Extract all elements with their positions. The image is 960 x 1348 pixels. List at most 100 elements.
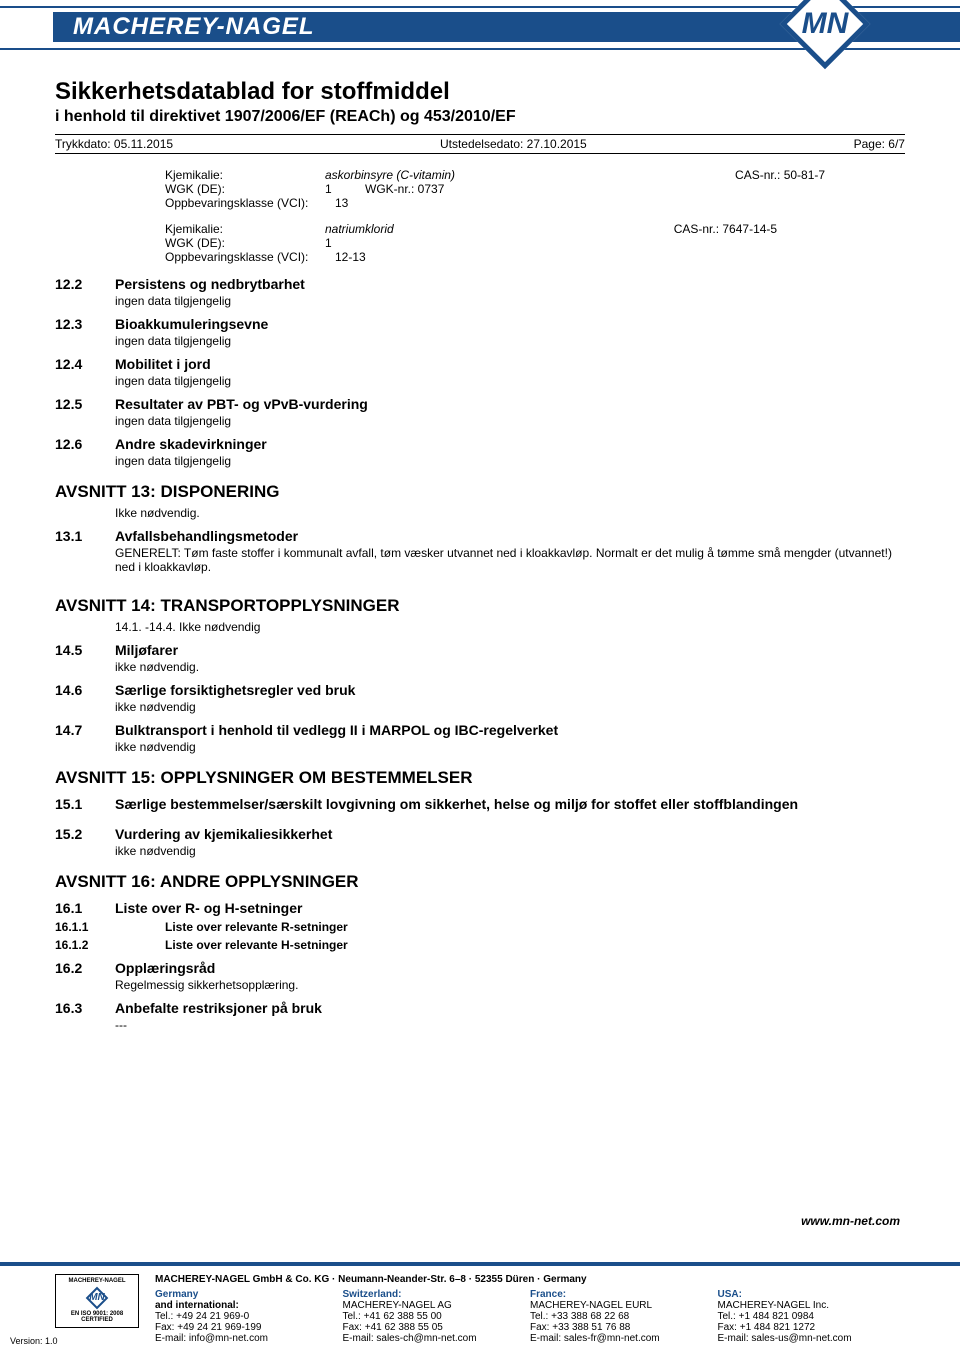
version-label: Version: 1.0 bbox=[10, 1336, 58, 1346]
sec-title: Liste over R- og H-setninger bbox=[115, 900, 302, 916]
cert-mn-text: MN bbox=[82, 1287, 112, 1309]
subsec-title: Liste over relevante H-setninger bbox=[165, 938, 348, 952]
chem2-label: Kjemikalie: bbox=[165, 222, 325, 236]
mn-logo: MN bbox=[780, 0, 870, 54]
cert-iso: EN ISO 9001: 2008 bbox=[58, 1311, 136, 1318]
sec-num: 14.6 bbox=[55, 682, 115, 698]
sec-body: ikke nødvendig bbox=[115, 700, 905, 714]
sec-body: GENERELT: Tøm faste stoffer i kommunalt … bbox=[115, 546, 905, 574]
issue-date: Utstedelsedato: 27.10.2015 bbox=[440, 137, 587, 151]
chem2-vci-label: Oppbevaringsklasse (VCI): bbox=[165, 250, 335, 264]
sec-num: 12.4 bbox=[55, 356, 115, 372]
page: MACHEREY-NAGEL MN Sikkerhetsdatablad for… bbox=[0, 0, 960, 1348]
sec-body: ingen data tilgjengelig bbox=[115, 334, 905, 348]
section-12-6: 12.6 Andre skadevirkninger bbox=[55, 436, 905, 452]
chemical-block-1: Kjemikalie: askorbinsyre (C-vitamin) CAS… bbox=[165, 168, 905, 210]
footer-ch-tel: Tel.: +41 62 388 55 00 bbox=[343, 1311, 521, 1322]
footer-de-head2: and international: bbox=[155, 1300, 333, 1311]
footer-de-fax: Fax: +49 24 21 969-199 bbox=[155, 1322, 333, 1333]
sec-num: 12.5 bbox=[55, 396, 115, 412]
footer-fr-fax: Fax: +33 388 51 76 88 bbox=[530, 1322, 708, 1333]
chem1-wgk-num: 1 bbox=[325, 182, 365, 196]
footer-us-fax: Fax: +1 484 821 1272 bbox=[718, 1322, 896, 1333]
sec-num: 16.2 bbox=[55, 960, 115, 976]
footer-col-de: Germany and international: Tel.: +49 24 … bbox=[155, 1289, 343, 1344]
section-16-1-1: 16.1.1 Liste over relevante R-setninger bbox=[55, 920, 905, 934]
sec-title: Andre skadevirkninger bbox=[115, 436, 267, 452]
avsnitt-15: AVSNITT 15: OPPLYSNINGER OM BESTEMMELSER bbox=[55, 768, 905, 788]
footer-us-email: E-mail: sales-us@mn-net.com bbox=[718, 1333, 896, 1344]
section-14-5: 14.5 Miljøfarer bbox=[55, 642, 905, 658]
sec-title: Vurdering av kjemikaliesikkerhet bbox=[115, 826, 332, 842]
footer-fr-head: France: bbox=[530, 1289, 708, 1300]
chem1-cas: CAS-nr.: 50-81-7 bbox=[735, 168, 825, 182]
avsnitt-14: AVSNITT 14: TRANSPORTOPPLYSNINGER bbox=[55, 596, 905, 616]
chem2-cas: CAS-nr.: 7647-14-5 bbox=[674, 222, 777, 236]
chem2-wgk-num: 1 bbox=[325, 236, 332, 250]
footer-us-head: USA: bbox=[718, 1289, 896, 1300]
sec-num: 15.1 bbox=[55, 796, 115, 812]
footer-col-ch: Switzerland: MACHEREY-NAGEL AG Tel.: +41… bbox=[343, 1289, 531, 1344]
document-title: Sikkerhetsdatablad for stoffmiddel bbox=[55, 78, 905, 106]
sec-body: ikke nødvendig. bbox=[115, 660, 905, 674]
meta-row: Trykkdato: 05.11.2015 Utstedelsedato: 27… bbox=[55, 134, 905, 154]
section-13-1: 13.1 Avfallsbehandlingsmetoder bbox=[55, 528, 905, 544]
footer-ch-name: MACHEREY-NAGEL AG bbox=[343, 1300, 521, 1311]
subsec-num: 16.1.2 bbox=[55, 938, 165, 952]
sec-title: Mobilitet i jord bbox=[115, 356, 211, 372]
sec-num: 12.3 bbox=[55, 316, 115, 332]
chem1-vci: 13 bbox=[335, 196, 348, 210]
footer-fr-name: MACHEREY-NAGEL EURL bbox=[530, 1300, 708, 1311]
cert-mn-logo: MN bbox=[82, 1287, 112, 1309]
sec-num: 16.3 bbox=[55, 1000, 115, 1016]
section-15-1: 15.1 Særlige bestemmelser/særskilt lovgi… bbox=[55, 796, 905, 812]
sec-num: 12.6 bbox=[55, 436, 115, 452]
website-link: www.mn-net.com bbox=[801, 1214, 900, 1228]
avsnitt-16: AVSNITT 16: ANDRE OPPLYSNINGER bbox=[55, 872, 905, 892]
cert-certified: CERTIFIED bbox=[58, 1317, 136, 1324]
chem1-name: askorbinsyre (C-vitamin) bbox=[325, 168, 455, 182]
chem1-vci-label: Oppbevaringsklasse (VCI): bbox=[165, 196, 335, 210]
sec-title: Persistens og nedbrytbarhet bbox=[115, 276, 305, 292]
footer-fr-tel: Tel.: +33 388 68 22 68 bbox=[530, 1311, 708, 1322]
footer-us-name: MACHEREY-NAGEL Inc. bbox=[718, 1300, 896, 1311]
sec-title: Miljøfarer bbox=[115, 642, 178, 658]
sec-body: ikke nødvendig bbox=[115, 844, 905, 858]
avsnitt-13: AVSNITT 13: DISPONERING bbox=[55, 482, 905, 502]
avsnitt-14-note: 14.1. -14.4. Ikke nødvendig bbox=[115, 620, 905, 634]
footer-columns: MACHEREY-NAGEL MN EN ISO 9001: 2008 CERT… bbox=[55, 1274, 905, 1344]
section-16-3: 16.3 Anbefalte restriksjoner på bruk bbox=[55, 1000, 905, 1016]
sec-title: Resultater av PBT- og vPvB-vurdering bbox=[115, 396, 368, 412]
sec-body: ingen data tilgjengelig bbox=[115, 414, 905, 428]
avsnitt-13-note: Ikke nødvendig. bbox=[115, 506, 905, 520]
footer-de-tel: Tel.: +49 24 21 969-0 bbox=[155, 1311, 333, 1322]
cert-column: MACHEREY-NAGEL MN EN ISO 9001: 2008 CERT… bbox=[55, 1274, 155, 1344]
sec-num: 14.7 bbox=[55, 722, 115, 738]
sec-title: Bulktransport i henhold til vedlegg II i… bbox=[115, 722, 558, 738]
header: MACHEREY-NAGEL MN bbox=[0, 0, 960, 60]
section-12-3: 12.3 Bioakkumuleringsevne bbox=[55, 316, 905, 332]
footer-details: MACHEREY-NAGEL GmbH & Co. KG · Neumann-N… bbox=[155, 1274, 905, 1344]
sec-num: 13.1 bbox=[55, 528, 115, 544]
chemical-block-2: Kjemikalie: natriumklorid CAS-nr.: 7647-… bbox=[165, 222, 905, 264]
chem1-wgk-nr: WGK-nr.: 0737 bbox=[365, 182, 444, 196]
brand-name: MACHEREY-NAGEL bbox=[53, 13, 315, 41]
footer-us-tel: Tel.: +1 484 821 0984 bbox=[718, 1311, 896, 1322]
footer-company: MACHEREY-NAGEL GmbH & Co. KG · Neumann-N… bbox=[155, 1274, 587, 1285]
footer-col-us: USA: MACHEREY-NAGEL Inc. Tel.: +1 484 82… bbox=[718, 1289, 906, 1344]
sec-body: Regelmessig sikkerhetsopplæring. bbox=[115, 978, 905, 992]
section-12-4: 12.4 Mobilitet i jord bbox=[55, 356, 905, 372]
document-subtitle: i henhold til direktivet 1907/2006/EF (R… bbox=[55, 108, 905, 126]
mn-logo-text: MN bbox=[780, 0, 870, 54]
sec-title: Anbefalte restriksjoner på bruk bbox=[115, 1000, 322, 1016]
section-12-5: 12.5 Resultater av PBT- og vPvB-vurderin… bbox=[55, 396, 905, 412]
sec-title: Bioakkumuleringsevne bbox=[115, 316, 268, 332]
chem2-vci: 12-13 bbox=[335, 250, 366, 264]
chem1-label: Kjemikalie: bbox=[165, 168, 325, 182]
section-16-2: 16.2 Opplæringsråd bbox=[55, 960, 905, 976]
subsec-num: 16.1.1 bbox=[55, 920, 165, 934]
footer-col-fr: France: MACHEREY-NAGEL EURL Tel.: +33 38… bbox=[530, 1289, 718, 1344]
sec-body: ingen data tilgjengelig bbox=[115, 294, 905, 308]
sec-title: Særlige bestemmelser/særskilt lovgivning… bbox=[115, 796, 798, 812]
sec-title: Opplæringsråd bbox=[115, 960, 215, 976]
